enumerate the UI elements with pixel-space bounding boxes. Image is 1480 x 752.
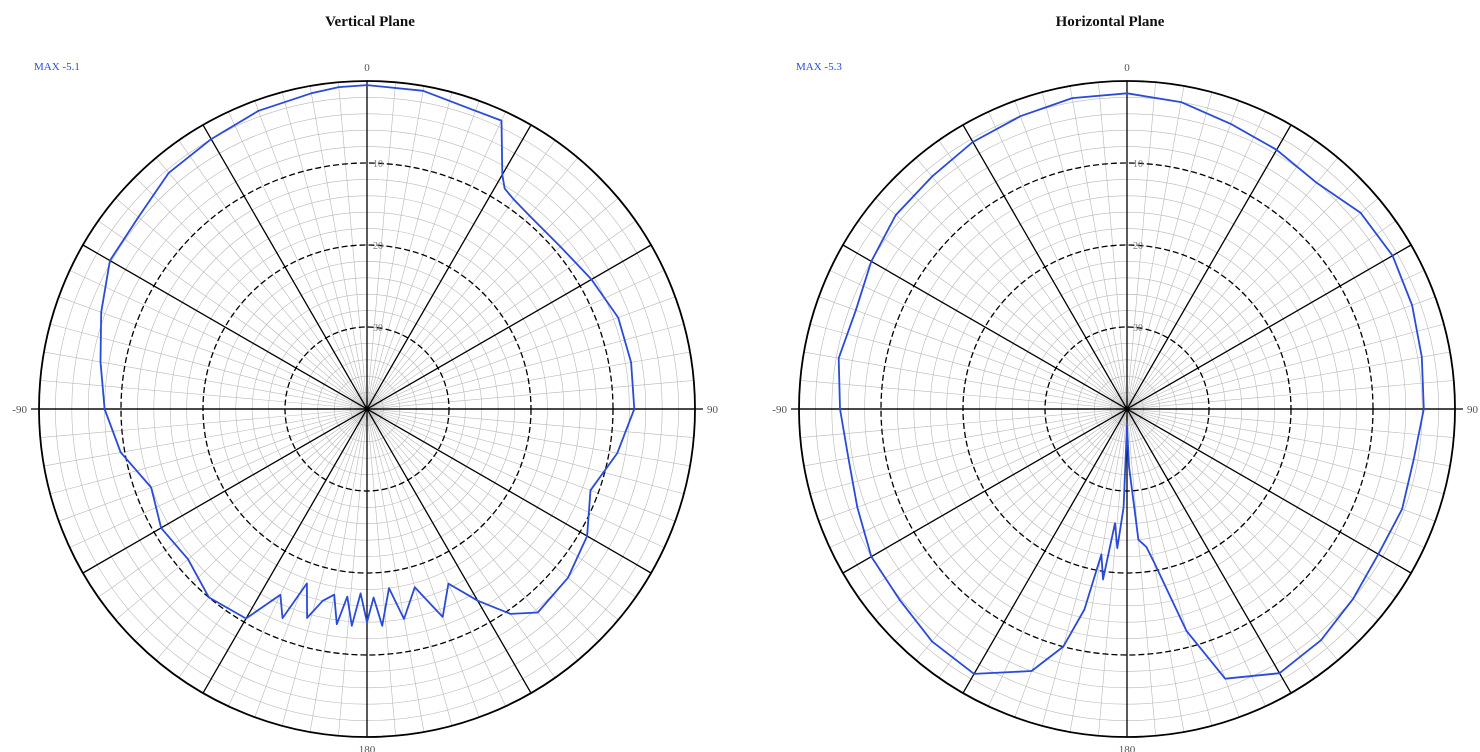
fine-spoke [366, 111, 506, 410]
fine-spoke [894, 408, 1128, 642]
fine-spoke [134, 408, 368, 642]
fine-spoke [818, 408, 1128, 522]
ring-label: 30 [373, 323, 383, 334]
angle-label: 90 [707, 404, 719, 416]
fine-spoke [1126, 380, 1454, 410]
max-label: MAX -5.1 [34, 61, 80, 73]
angle-label: 0 [1124, 62, 1130, 74]
fine-spoke [1126, 408, 1213, 726]
fine-spoke [40, 380, 368, 410]
fine-spoke [366, 408, 579, 661]
angle-label: -90 [772, 404, 787, 416]
fine-spoke [228, 111, 368, 410]
fine-spoke [366, 140, 556, 410]
horizontal-plane-chart: Horizontal Plane MAX -5.3 10 20 30 0 90 180 -9… [740, 0, 1480, 752]
fine-spoke [50, 323, 368, 410]
ring-label: 20 [1133, 241, 1143, 252]
fine-spoke [58, 408, 368, 522]
fine-spoke [1014, 408, 1128, 718]
vertical-plane-chart: Vertical Plane MAX -5.1 10 20 30 0 90 180 -90 [12, 14, 719, 752]
fine-spoke [366, 323, 684, 410]
fine-spoke [1069, 408, 1128, 733]
angle-label: 180 [359, 744, 376, 752]
polar-plot: 10 20 30 0 90 180 -90 [12, 62, 719, 752]
pattern-trace [837, 92, 1425, 680]
fine-spoke [1126, 408, 1339, 661]
fine-spoke [366, 408, 665, 548]
ring-label: 10 [1133, 159, 1143, 170]
ring-label: 10 [373, 159, 383, 170]
fine-spoke [1126, 111, 1266, 410]
angle-label: 90 [1467, 404, 1479, 416]
angle-label: -90 [12, 404, 27, 416]
ring-label: 30 [1133, 323, 1143, 334]
fine-spoke [1126, 197, 1379, 410]
fine-spoke [1126, 408, 1425, 548]
fine-spoke [1126, 323, 1444, 410]
fine-spoke [366, 408, 619, 621]
fine-spoke [309, 408, 368, 733]
pattern-trace [99, 84, 636, 627]
fine-spoke [1126, 408, 1379, 621]
fine-spoke [938, 408, 1128, 678]
fine-spoke [988, 111, 1128, 410]
angle-label: 180 [1119, 744, 1136, 752]
chart-title: Vertical Plane [325, 14, 415, 30]
fine-spoke [810, 323, 1128, 410]
fine-spoke [178, 408, 368, 678]
fine-spoke [366, 408, 453, 726]
fine-spoke [800, 380, 1128, 410]
max-label: MAX -5.3 [796, 61, 842, 73]
fine-spoke [366, 408, 684, 495]
fine-spoke [366, 380, 694, 410]
fine-spoke [875, 197, 1128, 410]
fine-spoke [1126, 140, 1316, 410]
chart-title: Horizontal Plane [1055, 14, 1165, 30]
fine-spoke [178, 140, 368, 410]
polar-plot: 10 20 30 0 90 180 -90 [772, 62, 1479, 752]
fine-spoke [115, 197, 368, 410]
fine-spoke [254, 408, 368, 718]
ring-label: 20 [373, 241, 383, 252]
fine-spoke [1126, 408, 1444, 495]
angle-label: 0 [364, 62, 370, 74]
fine-spoke [366, 197, 619, 410]
fine-spoke [938, 140, 1128, 410]
